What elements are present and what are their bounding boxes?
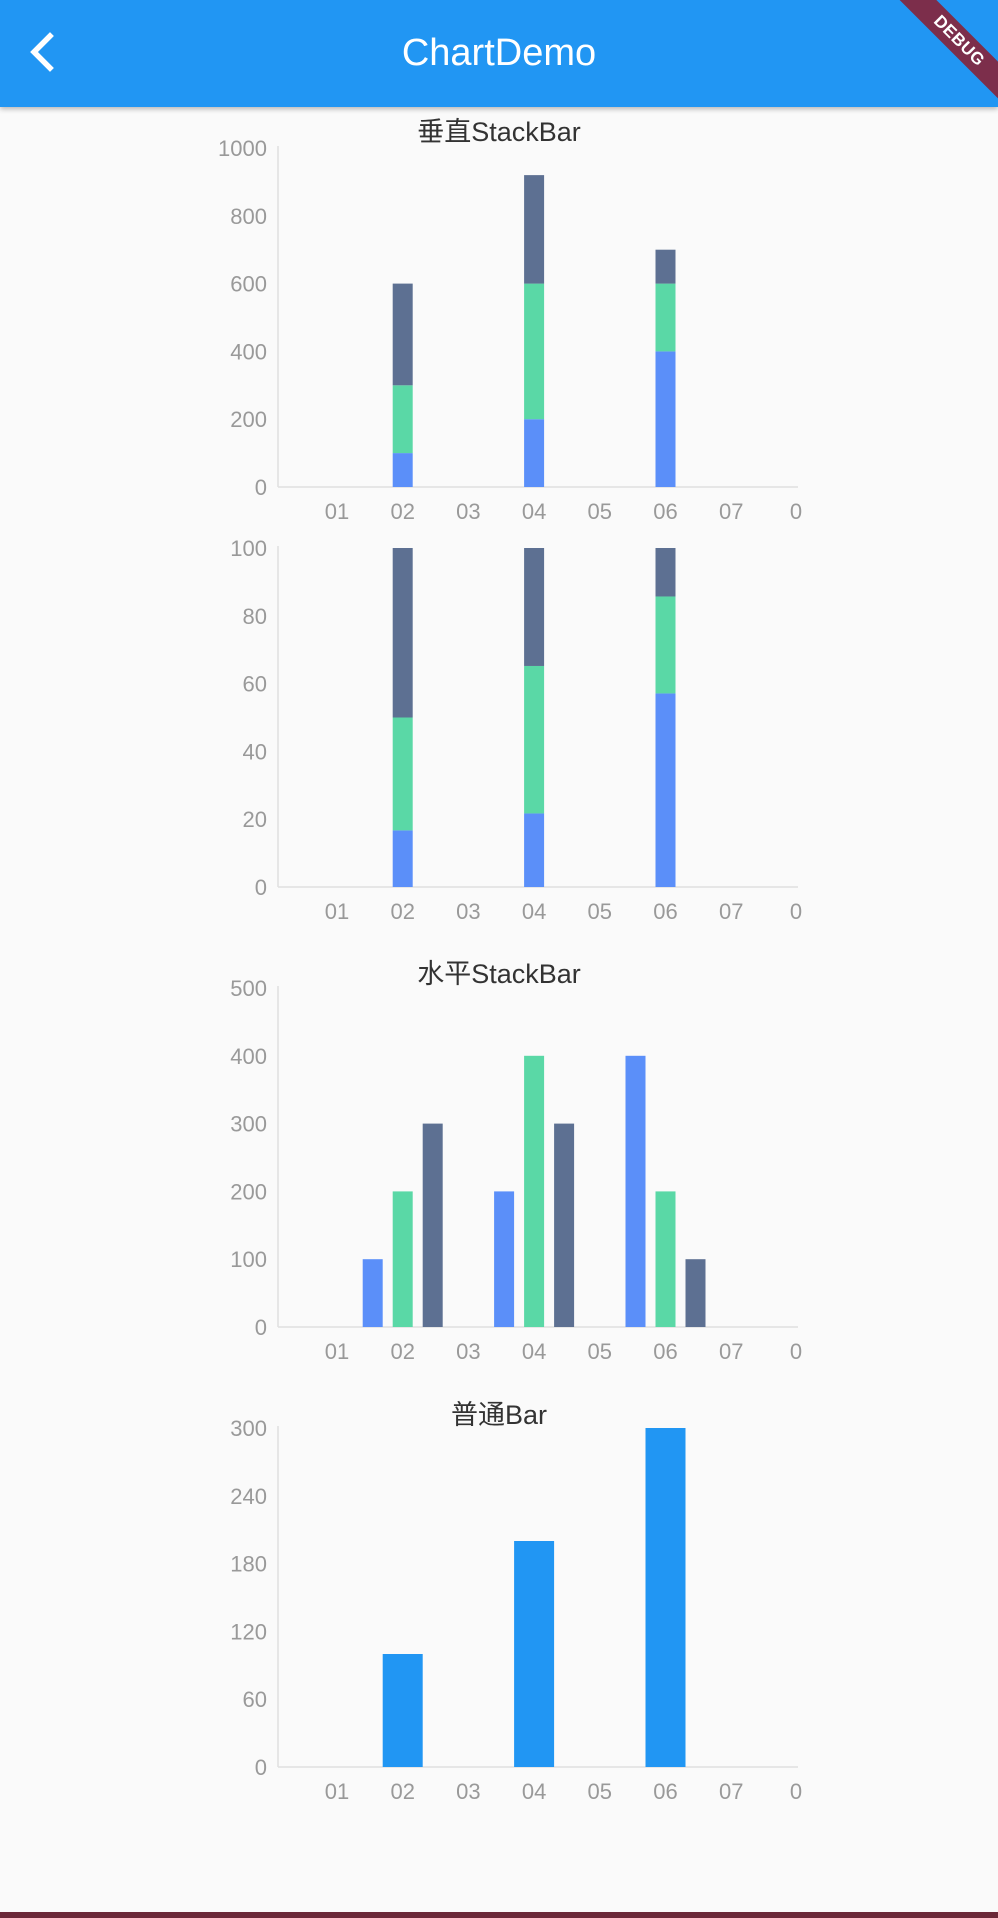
y-tick-label: 300 xyxy=(230,1112,267,1137)
y-tick-label: 80 xyxy=(243,604,267,629)
bar-segment xyxy=(524,813,545,887)
x-tick-label: 04 xyxy=(522,1339,546,1364)
x-tick-label: 05 xyxy=(588,1779,612,1804)
bar-segment xyxy=(655,249,676,284)
bar-segment xyxy=(392,830,413,887)
x-tick-label: 06 xyxy=(653,1339,677,1364)
bar-segment xyxy=(524,175,545,284)
bar-segment xyxy=(392,453,413,487)
y-tick-label: 600 xyxy=(230,272,267,297)
y-tick-label: 500 xyxy=(230,976,267,1001)
grouped-bar-chart: 0 100 200 300 400 500 01 02 03 04 05 06 07 0 xyxy=(230,976,802,1364)
page-title: ChartDemo xyxy=(401,32,597,74)
bar xyxy=(362,1259,383,1327)
bar-segment xyxy=(655,693,676,887)
x-tick-label: 06 xyxy=(653,1779,677,1804)
back-button[interactable] xyxy=(18,24,74,80)
normal-bar-chart: 0 60 120 180 240 300 01 02 03 04 05 06 07 0 xyxy=(230,1416,802,1804)
x-tick-label: 03 xyxy=(456,1339,480,1364)
y-tick-label: 100 xyxy=(230,536,267,561)
x-tick-label: 0 xyxy=(790,1339,802,1364)
x-tick-label: 01 xyxy=(325,1779,349,1804)
x-tick-label: 06 xyxy=(653,499,677,524)
bar xyxy=(645,1428,686,1767)
window-bottom-border xyxy=(0,1912,998,1918)
x-tick-label: 0 xyxy=(790,899,802,924)
y-tick-label: 800 xyxy=(230,204,267,229)
x-tick-label: 07 xyxy=(719,499,743,524)
x-tick-label: 02 xyxy=(390,899,414,924)
x-tick-label: 04 xyxy=(522,1779,546,1804)
bar xyxy=(524,1055,545,1327)
percent-stack-bar-chart: 0 20 40 60 80 100 01 02 03 04 05 06 07 0 xyxy=(230,536,802,924)
x-tick-label: 0 xyxy=(790,499,802,524)
x-tick-label: 02 xyxy=(390,1779,414,1804)
bar-segment xyxy=(392,548,413,718)
bar-segment xyxy=(655,548,676,597)
y-tick-label: 0 xyxy=(255,875,267,900)
bar xyxy=(625,1055,646,1327)
x-tick-label: 07 xyxy=(719,1779,743,1804)
y-tick-label: 40 xyxy=(243,739,267,764)
y-tick-label: 60 xyxy=(243,672,267,697)
bar-segment xyxy=(392,717,413,831)
x-tick-label: 07 xyxy=(719,899,743,924)
x-tick-label: 06 xyxy=(653,899,677,924)
bar xyxy=(382,1654,423,1767)
y-tick-label: 100 xyxy=(230,1247,267,1272)
y-tick-label: 180 xyxy=(230,1552,267,1577)
x-tick-label: 03 xyxy=(456,499,480,524)
x-tick-label: 05 xyxy=(588,899,612,924)
bar-segment xyxy=(524,419,545,487)
x-tick-label: 04 xyxy=(522,499,546,524)
x-tick-label: 01 xyxy=(325,1339,349,1364)
y-tick-label: 20 xyxy=(243,807,267,832)
bar xyxy=(514,1541,555,1767)
bar-segment xyxy=(392,385,413,454)
y-tick-label: 1000 xyxy=(218,136,267,161)
bar xyxy=(554,1123,575,1327)
y-tick-label: 200 xyxy=(230,407,267,432)
y-tick-label: 120 xyxy=(230,1619,267,1644)
y-tick-label: 200 xyxy=(230,1179,267,1204)
y-tick-label: 400 xyxy=(230,339,267,364)
y-tick-label: 240 xyxy=(230,1484,267,1509)
bar-segment xyxy=(524,548,545,666)
bar xyxy=(422,1123,443,1327)
bottom-edge xyxy=(0,1872,998,1912)
bar xyxy=(655,1191,676,1327)
app-bar: ChartDemo xyxy=(0,0,998,107)
x-tick-label: 02 xyxy=(390,1339,414,1364)
bar-segment xyxy=(655,596,676,694)
x-tick-label: 03 xyxy=(456,1779,480,1804)
x-tick-label: 07 xyxy=(719,1339,743,1364)
x-tick-label: 03 xyxy=(456,899,480,924)
bar-segment xyxy=(655,351,676,487)
chart-title-horizontal-stack: 水平StackBar xyxy=(417,959,581,989)
bar xyxy=(494,1191,515,1327)
chevron-left-icon xyxy=(30,32,54,72)
x-tick-label: 01 xyxy=(325,899,349,924)
y-tick-label: 400 xyxy=(230,1044,267,1069)
bar xyxy=(392,1191,413,1327)
x-tick-label: 02 xyxy=(390,499,414,524)
y-tick-label: 60 xyxy=(243,1687,267,1712)
chart-title-normal-bar: 普通Bar xyxy=(450,1400,548,1430)
chart-title-vertical-stack: 垂直StackBar xyxy=(417,117,581,147)
x-tick-label: 05 xyxy=(588,499,612,524)
bar-segment xyxy=(524,283,545,420)
bar-segment xyxy=(392,283,413,386)
x-tick-label: 0 xyxy=(790,1779,802,1804)
vertical-stack-bar-chart: 0 200 400 600 800 1000 01 02 03 04 05 06 07 0 xyxy=(218,136,802,524)
y-tick-label: 0 xyxy=(255,1755,267,1780)
y-tick-label: 300 xyxy=(230,1416,267,1441)
bar xyxy=(685,1259,706,1327)
y-tick-label: 0 xyxy=(255,475,267,500)
x-tick-label: 05 xyxy=(588,1339,612,1364)
y-tick-label: 0 xyxy=(255,1315,267,1340)
x-tick-label: 01 xyxy=(325,499,349,524)
bar-segment xyxy=(524,665,545,814)
x-tick-label: 04 xyxy=(522,899,546,924)
bar-segment xyxy=(655,283,676,352)
